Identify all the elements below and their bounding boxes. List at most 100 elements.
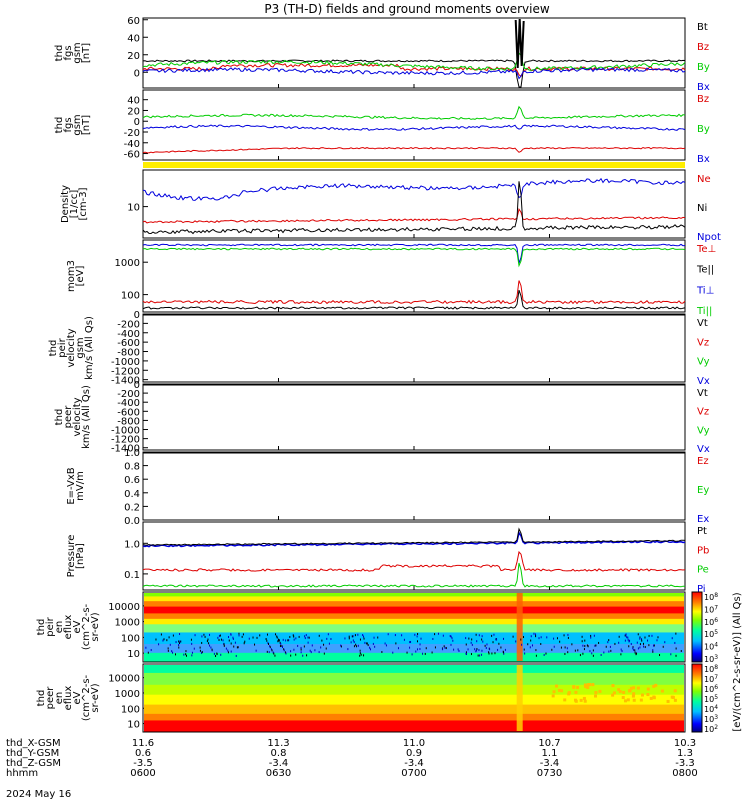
flux-patch (563, 698, 567, 702)
legend-ti: Ti|| (696, 306, 712, 317)
flux-patch (673, 698, 677, 702)
noise-pixel (218, 638, 220, 641)
noise-pixel (363, 637, 365, 640)
noise-pixel (486, 643, 488, 646)
noise-pixel (395, 642, 397, 645)
spectrogram-band (144, 624, 684, 633)
noise-pixel (273, 652, 275, 655)
spectrogram-band (144, 644, 684, 654)
spectrogram-band (144, 606, 684, 614)
ylabel-line: en (54, 621, 65, 634)
noise-pixel (500, 646, 502, 649)
x-tick-value: 1.1 (542, 748, 558, 759)
noise-pixel (488, 652, 490, 655)
legend-vy: Vy (697, 425, 710, 436)
noise-pixel (385, 644, 387, 647)
noise-pixel (236, 646, 238, 649)
noise-pixel (147, 651, 149, 654)
legend-te: Te⊥ (696, 244, 716, 255)
noise-pixel (419, 647, 421, 650)
noise-pixel (373, 636, 375, 639)
noise-pixel (281, 646, 283, 649)
y-tick-label: -600 (117, 338, 140, 349)
panel-frame (142, 451, 686, 521)
noise-pixel (237, 646, 239, 649)
noise-pixel (498, 642, 500, 645)
flux-patch (666, 699, 670, 703)
flux-patch (558, 688, 562, 692)
y-tick-label: 40 (127, 33, 140, 44)
legend-bz: Bz (697, 94, 709, 105)
y-tick-label: 10000 (108, 674, 140, 685)
noise-pixel (279, 645, 281, 648)
colorbar-tick-label: 102 (704, 724, 718, 734)
flux-patch (584, 685, 588, 689)
noise-pixel (492, 641, 494, 644)
y-tick-label: -20 (124, 128, 140, 139)
flux-patch (632, 698, 636, 702)
noise-pixel (420, 637, 422, 640)
noise-pixel (403, 638, 405, 641)
noise-pixel (639, 643, 641, 646)
flux-patch (654, 683, 658, 687)
noise-pixel (523, 648, 525, 651)
noise-pixel (563, 634, 565, 637)
flux-patch (579, 698, 583, 702)
x-tick-value: 0.9 (406, 748, 422, 759)
noise-pixel (353, 645, 355, 648)
noise-pixel (675, 632, 677, 635)
noise-pixel (553, 645, 555, 648)
noise-pixel (179, 642, 181, 645)
noise-pixel (465, 637, 467, 640)
noise-pixel (185, 650, 187, 653)
noise-pixel (360, 653, 362, 656)
noise-pixel (648, 634, 650, 637)
noise-pixel (653, 644, 655, 647)
legend-by: By (697, 62, 710, 73)
noise-pixel (356, 645, 358, 648)
y-tick-label: 1.0 (124, 539, 140, 550)
noise-pixel (417, 633, 419, 636)
flux-patch (636, 686, 640, 690)
flux-patch (652, 684, 656, 688)
legend-vy: Vy (697, 357, 710, 368)
noise-pixel (180, 640, 182, 643)
noise-pixel (530, 635, 532, 638)
flux-patch (646, 693, 650, 697)
flux-patch (623, 699, 627, 703)
noise-pixel (593, 634, 595, 637)
x-row-label: thd_Y-GSM (6, 748, 59, 759)
noise-pixel (675, 654, 677, 657)
noise-pixel (491, 652, 493, 655)
noise-pixel (608, 639, 610, 642)
noise-pixel (497, 648, 499, 651)
legend-bx: Bx (697, 82, 710, 93)
noise-pixel (306, 654, 308, 657)
noise-pixel (359, 652, 361, 655)
ylabel-line: velocity (66, 328, 77, 367)
flux-patch (555, 684, 559, 688)
colorbar-tick-label: 108 (704, 592, 718, 602)
noise-pixel (295, 653, 297, 656)
noise-pixel (530, 639, 532, 642)
noise-pixel (284, 651, 286, 654)
noise-pixel (191, 654, 193, 657)
noise-pixel (201, 641, 203, 644)
noise-pixel (481, 635, 483, 638)
noise-pixel (406, 651, 408, 654)
noise-pixel (320, 646, 322, 649)
spectrogram-band (144, 694, 684, 706)
noise-pixel (434, 646, 436, 649)
noise-pixel (243, 642, 245, 645)
ylabel-line: mom3 (66, 260, 77, 292)
noise-pixel (369, 648, 371, 651)
spectrogram-band (144, 632, 684, 645)
flux-patch (649, 696, 653, 700)
noise-pixel (452, 639, 454, 642)
ylabel-line: peir (45, 616, 56, 636)
noise-pixel (305, 634, 307, 637)
noise-pixel (348, 635, 350, 638)
noise-pixel (618, 641, 620, 644)
